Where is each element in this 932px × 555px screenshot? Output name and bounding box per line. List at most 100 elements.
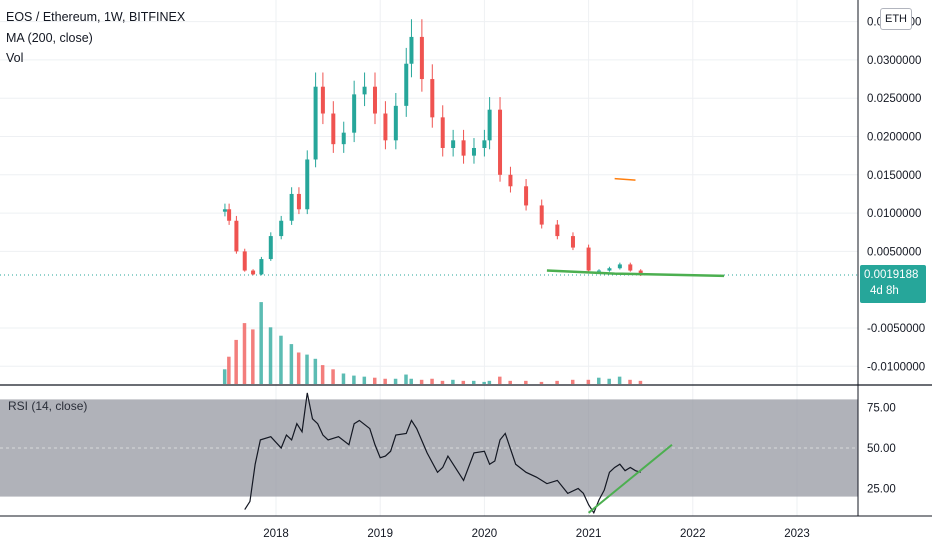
candle-body [440,117,445,148]
candle-body [409,36,414,64]
candle-body [430,79,435,118]
volume-bar [352,375,356,384]
volume-bar [296,352,301,384]
volume-bar [227,356,231,384]
candle-body [242,251,247,271]
rsi-trendline [587,443,673,514]
volume-bar [419,379,424,384]
volume-bar [617,376,622,384]
volume-bar [555,380,559,384]
candle-body [320,86,325,114]
volume-bar [313,358,318,384]
price-tick-label: -0.0100000 [867,361,925,373]
volume-bar [498,376,502,384]
price-tick-label: 0.0250000 [867,93,921,105]
volume-bar [222,369,227,384]
candle-body [607,268,612,271]
candle-body [508,174,513,187]
candle-body [498,109,503,175]
volume-bar [539,381,544,384]
volume-bar [372,377,377,384]
price-pane[interactable] [0,19,858,384]
candle-body [524,186,529,206]
volume-bar [570,379,575,384]
time-tick-label: 2020 [472,528,498,540]
volume-bar [259,302,263,384]
rsi-tick-label: 75.00 [867,403,896,415]
rsi-line [244,392,641,515]
indicator-volume-label[interactable]: Vol [6,51,24,65]
currency-badge[interactable]: ETH [880,8,912,30]
candle-body [404,63,409,106]
volume-bar [471,380,476,384]
volume-bar [597,377,601,384]
candle-body [227,209,232,221]
volume-bar [242,323,247,384]
volume-bar [404,374,408,384]
candle-body [251,270,256,275]
volume-bar [440,380,445,384]
time-tick-label: 2018 [263,528,289,540]
candle-body [617,264,622,269]
candle-body [555,224,560,237]
volume-bar [430,378,434,384]
volume-bar [383,378,387,384]
candle-body [586,247,591,271]
candle-body [471,147,476,156]
candle-body [362,86,367,95]
candle-body [419,36,424,80]
candle-body [268,236,273,260]
candle-body [461,140,466,156]
volume-bar [305,354,309,384]
volume-bar [409,378,413,384]
volume-bar [393,378,398,384]
rsi-label[interactable]: RSI (14, close) [8,399,88,413]
axes: 0.03500000.03000000.02500000.02000000.01… [0,0,932,540]
candle-body [305,159,310,210]
candle-body [482,140,487,148]
price-tick-label: 0.0100000 [867,208,921,220]
volume-bar [251,329,255,384]
indicator-ma-label[interactable]: MA (200, close) [6,31,93,45]
candle-body [451,140,456,148]
candle-body [597,270,602,272]
candle-body [279,220,284,237]
volume-bar [268,327,273,384]
volume-bar [628,379,632,384]
candle-body [638,270,643,276]
volume-bar [451,379,455,384]
rsi-pane[interactable] [0,392,858,515]
volume-bar [586,379,591,384]
candle-body [234,220,239,252]
rsi-tick-label: 25.00 [867,484,896,496]
volume-bar [341,373,346,384]
volume-bar [461,380,466,384]
price-tick-label: -0.0050000 [867,323,925,335]
candle-body [393,105,398,141]
volume-bar [320,365,325,384]
candle-body [289,193,294,221]
price-tick-label: 0.0050000 [867,246,921,258]
candle-body [383,113,388,141]
candle-body [331,113,336,145]
chart-title[interactable]: EOS / Ethereum, 1W, BITFINEX [6,10,186,24]
candle-body [628,264,633,271]
price-tick-label: 0.0300000 [867,55,921,67]
candle-body [570,236,575,248]
volume-bar [638,380,643,384]
volume-bar [279,335,283,384]
volume-bar [508,380,512,384]
candle-body [313,86,318,160]
volume-bar [524,380,528,384]
volume-bar [331,369,335,384]
last-price-value: 0.0019188 [864,269,919,281]
volume-bar [487,380,492,384]
bar-countdown: 4d 8h [870,285,899,297]
candle-body [222,209,227,212]
volume-bar [234,339,238,384]
price-tick-label: 0.0200000 [867,131,921,143]
candle-body [352,94,357,133]
price-trendline [546,269,725,278]
